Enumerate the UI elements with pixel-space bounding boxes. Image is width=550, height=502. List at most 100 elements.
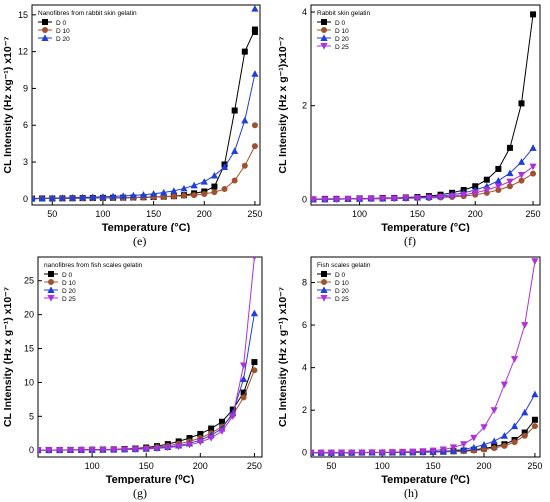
data-point bbox=[436, 194, 445, 201]
legend-entry: D 10 bbox=[62, 280, 76, 287]
y-tick-label: 4 bbox=[302, 363, 307, 373]
y-tick-label: 10 bbox=[24, 377, 34, 387]
y-tick-label: 9 bbox=[23, 83, 28, 93]
data-point bbox=[321, 196, 329, 203]
data-point bbox=[517, 158, 526, 165]
legend-entry: D 0 bbox=[56, 20, 67, 27]
data-point bbox=[229, 413, 237, 420]
data-point bbox=[419, 448, 427, 455]
data-point bbox=[521, 408, 529, 416]
plot-frame-g bbox=[37, 256, 263, 458]
legend-marker bbox=[321, 27, 327, 33]
x-tick-label: 250 bbox=[247, 461, 262, 471]
data-point bbox=[170, 193, 177, 200]
data-point bbox=[470, 443, 478, 451]
data-point bbox=[494, 177, 502, 184]
data-point bbox=[358, 449, 366, 457]
data-point bbox=[186, 435, 193, 442]
data-point bbox=[483, 176, 490, 183]
data-point bbox=[251, 5, 259, 12]
data-point bbox=[355, 195, 364, 203]
data-point bbox=[175, 443, 183, 451]
legend-title: Nanofibres from rabbit skin gelatin bbox=[38, 10, 137, 17]
y-tick-label: 25 bbox=[24, 276, 34, 286]
data-point bbox=[344, 195, 352, 203]
data-point bbox=[378, 449, 386, 456]
data-point bbox=[211, 189, 218, 196]
legend-marker bbox=[48, 271, 54, 277]
data-point bbox=[510, 356, 519, 363]
series-line-d0 bbox=[32, 29, 256, 200]
x-tick-label: 100 bbox=[352, 209, 367, 219]
data-point bbox=[251, 359, 258, 366]
legend-marker bbox=[42, 27, 48, 33]
data-point bbox=[191, 192, 198, 199]
data-point bbox=[460, 441, 468, 448]
legend-title: Fish scales gelatin bbox=[317, 262, 371, 269]
legend-marker bbox=[48, 279, 54, 285]
y-tick-label: 6 bbox=[23, 120, 28, 130]
data-point bbox=[170, 187, 178, 194]
plot-frame-h bbox=[310, 256, 541, 458]
y-tick-label: 5 bbox=[29, 411, 34, 421]
y-axis-title: CL Intensity (Hz x g⁻¹) x10⁻⁷ bbox=[2, 287, 14, 427]
x-tick-label: 150 bbox=[146, 209, 161, 219]
y-tick-label: 0 bbox=[302, 194, 307, 204]
x-tick-label: 150 bbox=[426, 461, 441, 471]
data-point bbox=[449, 444, 458, 452]
legend-entry: D 25 bbox=[335, 44, 349, 51]
data-point bbox=[211, 183, 218, 190]
plot-frame-f bbox=[310, 4, 541, 206]
data-point bbox=[448, 193, 456, 200]
y-axis-title: CL Intensity (Hz x g⁻¹) x10⁻⁷ bbox=[277, 287, 289, 427]
data-point bbox=[506, 178, 514, 186]
plot-frame-e bbox=[31, 4, 261, 206]
chart-e: 50 100 150 200 250 0 3 6 9 12 15 Temperature (°C) CL… bbox=[2, 4, 262, 232]
chart-h: 50 100 150 200 250 0 2 4 6 8 Temperature (⁰C) CL In… bbox=[277, 256, 542, 484]
y-tick-label: 12 bbox=[18, 47, 28, 57]
data-point bbox=[251, 122, 258, 129]
data-point bbox=[68, 194, 77, 201]
data-point bbox=[129, 191, 137, 199]
y-tick-label: 6 bbox=[302, 320, 307, 330]
data-point bbox=[32, 194, 36, 202]
legend-entry: D 10 bbox=[335, 280, 349, 287]
data-point bbox=[390, 195, 398, 203]
chart-f: 100 150 200 250 0 2 4 Temperature (°C) CL Intens… bbox=[277, 4, 541, 232]
data-point bbox=[501, 442, 508, 449]
data-point bbox=[109, 192, 117, 200]
data-point bbox=[531, 258, 539, 265]
data-point bbox=[99, 446, 107, 454]
data-point bbox=[472, 183, 479, 190]
data-point bbox=[89, 193, 97, 201]
y-tick-label: 15 bbox=[18, 10, 28, 20]
data-point bbox=[399, 448, 407, 456]
data-point bbox=[131, 446, 139, 453]
data-point bbox=[480, 424, 488, 431]
x-tick-label: 200 bbox=[468, 209, 483, 219]
legend-marker bbox=[321, 19, 327, 25]
data-point bbox=[470, 434, 478, 442]
data-point bbox=[231, 107, 238, 114]
data-point bbox=[529, 144, 537, 151]
data-point bbox=[529, 163, 537, 171]
data-point bbox=[240, 375, 248, 383]
x-axis-title: Temperature (⁰C) bbox=[381, 474, 470, 484]
y-tick-label: 15 bbox=[24, 344, 34, 354]
legend-marker bbox=[320, 43, 328, 50]
data-point bbox=[494, 183, 502, 190]
data-point bbox=[231, 177, 238, 184]
chart-g: 100 150 200 250 0 5 10 15 20 25 Temperature (⁰C) CL… bbox=[2, 256, 263, 484]
series-line-d10 bbox=[38, 370, 255, 451]
data-point bbox=[142, 446, 150, 453]
data-point bbox=[510, 422, 519, 430]
y-tick-label: 2 bbox=[302, 101, 307, 111]
data-point bbox=[367, 195, 375, 203]
data-point bbox=[531, 423, 538, 430]
data-point bbox=[311, 196, 317, 203]
legend-entry: D 20 bbox=[56, 36, 70, 43]
y-tick-label: 20 bbox=[24, 310, 34, 320]
data-point bbox=[196, 439, 204, 446]
data-point bbox=[506, 144, 513, 151]
data-point bbox=[521, 432, 528, 439]
